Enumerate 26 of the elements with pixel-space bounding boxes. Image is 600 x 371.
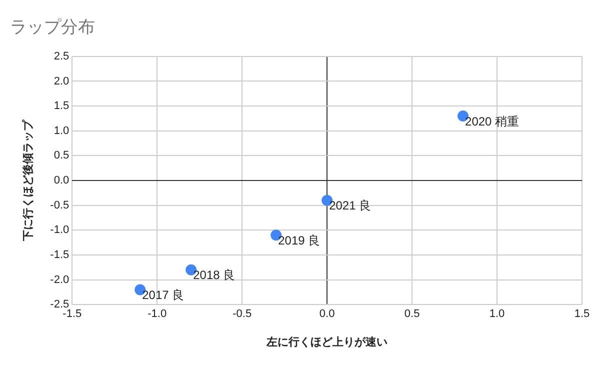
annotation: 2019 良 [278, 233, 320, 248]
annotation: 2017 良 [142, 288, 184, 302]
x-tick-label: 0.5 [404, 308, 420, 320]
x-tick-label: 1.5 [574, 308, 590, 320]
x-axis-title: 左に行くほど上りが速い [266, 335, 388, 348]
y-tick-label: -1.0 [50, 224, 70, 236]
y-tick-label: 2.5 [54, 50, 70, 62]
y-tick-label: -0.5 [50, 199, 70, 212]
x-tick-label: -0.5 [232, 308, 252, 320]
y-axis-title: 下に行くほど後傾ラップ [22, 119, 35, 242]
y-tick-label: 1.5 [54, 100, 70, 112]
y-tick-label: 1.0 [54, 124, 70, 137]
chart-title: ラップ分布 [10, 18, 95, 38]
annotation: 2021 良 [329, 198, 372, 213]
y-tick-label: 0.5 [54, 150, 70, 162]
x-tick-label: -1.0 [148, 308, 167, 320]
annotation: 2018 良 [193, 268, 236, 282]
x-tick-label: -1.5 [62, 308, 82, 320]
x-tick-label: 0.0 [319, 308, 335, 320]
annotation: 2020 稍重 [465, 114, 520, 128]
y-tick-label: 0.0 [54, 174, 70, 187]
y-tick-label: -2.0 [50, 274, 70, 286]
y-tick-label: -2.5 [50, 298, 70, 311]
x-tick-label: 1.0 [489, 308, 505, 320]
y-tick-label: -1.5 [50, 248, 70, 261]
y-tick-label: 2.0 [54, 75, 70, 88]
